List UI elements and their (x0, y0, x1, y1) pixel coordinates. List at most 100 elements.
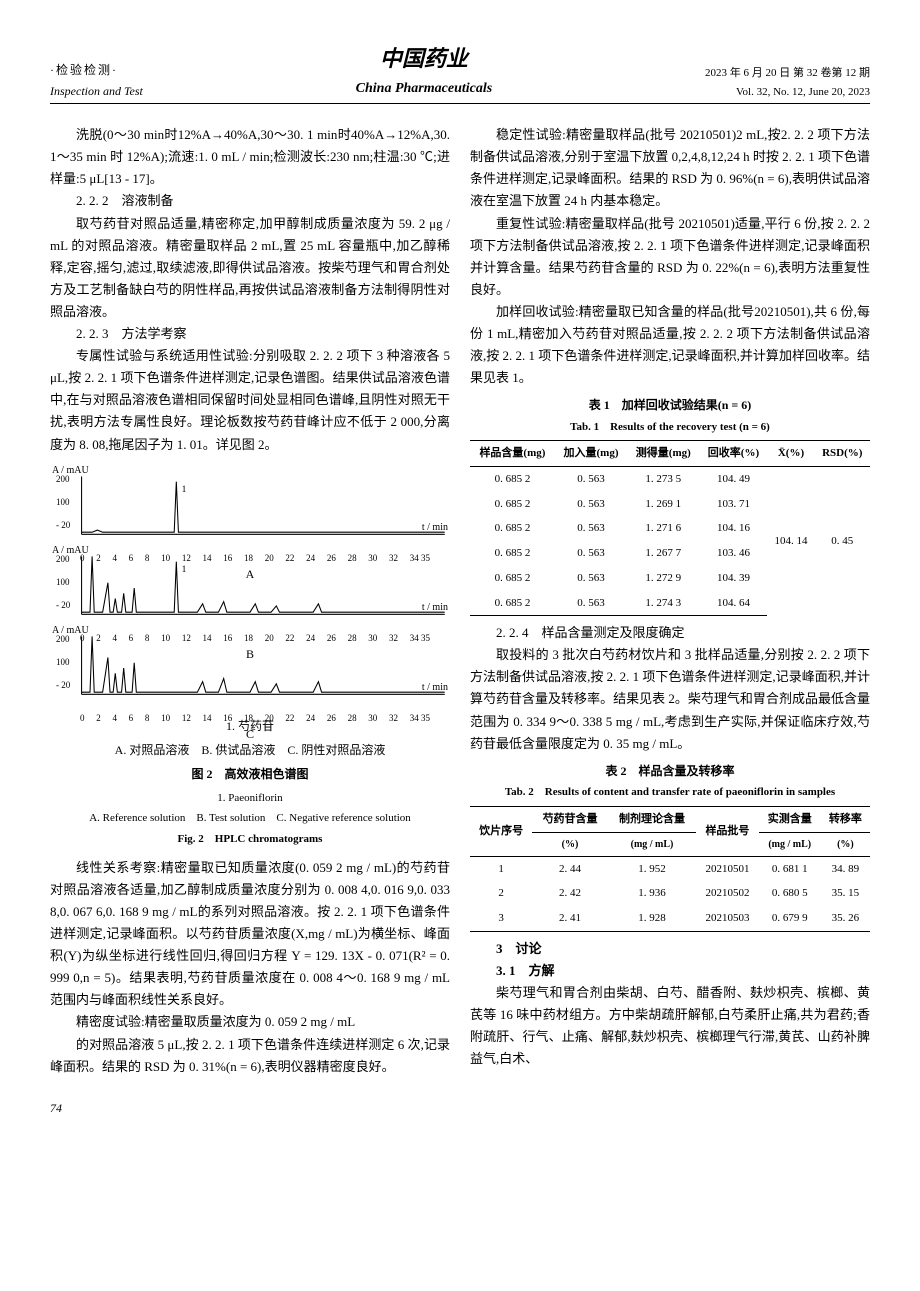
table-cell: 0. 685 2 (470, 516, 555, 541)
table-cell: 2. 44 (532, 856, 607, 881)
table-2: 表 2 样品含量及转移率 Tab. 2 Results of content a… (470, 761, 870, 932)
page-header: ·检验检测· Inspection and Test 中国药业 China Ph… (50, 40, 870, 104)
section-heading: 3 讨论 (470, 938, 870, 960)
table-cell: 0. 563 (555, 467, 627, 492)
table-cell: 104. 64 (699, 591, 767, 616)
paragraph: 重复性试验:精密量取样品(批号 20210501)适量,平行 6 份,按 2. … (470, 213, 870, 301)
panel-legend-en: A. Reference solution B. Test solution C… (50, 809, 450, 828)
table-cell: 20210502 (696, 881, 758, 906)
table-cell: 20210503 (696, 906, 758, 931)
table-1: 表 1 加样回收试验结果(n = 6) Tab. 1 Results of th… (470, 395, 870, 616)
table-row: 22. 421. 936202105020. 680 535. 15 (470, 881, 870, 906)
chrom-svg-b: 1 (50, 548, 450, 628)
table-cell: 2. 41 (532, 906, 607, 931)
table-row: 12. 441. 952202105010. 681 134. 89 (470, 856, 870, 881)
paragraph: 取投料的 3 批次白芍药材饮片和 3 批样品适量,分别按 2. 2. 2 项下方… (470, 644, 870, 754)
section-title: 2. 2. 3 方法学考察 (50, 323, 450, 345)
issue-date-en: Vol. 32, No. 12, June 20, 2023 (705, 83, 870, 102)
paragraph: 的对照品溶液 5 μL,按 2. 2. 1 项下色谱条件连续进样测定 6 次,记… (50, 1034, 450, 1078)
section-title: 2. 2. 4 样品含量测定及限度确定 (470, 622, 870, 644)
table-title-en: Tab. 1 Results of the recovery test (n =… (470, 418, 870, 437)
table-cell: 2. 42 (532, 881, 607, 906)
table-cell: 1. 274 3 (627, 591, 699, 616)
table-cell: 0. 685 2 (470, 566, 555, 591)
panel-label: C (50, 724, 450, 744)
table-cell: 2 (470, 881, 532, 906)
table-title-cn: 表 2 样品含量及转移率 (470, 761, 870, 781)
table-cell: 0. 45 (815, 467, 871, 616)
table-title-cn: 表 1 加样回收试验结果(n = 6) (470, 395, 870, 415)
paragraph: 柴芍理气和胃合剂由柴胡、白芍、醋香附、麸炒枳壳、槟榔、黄芪等 16 味中药材组方… (470, 982, 870, 1070)
section-heading: 3. 1 方解 (470, 960, 870, 982)
table-cell: 104. 49 (699, 467, 767, 492)
table-cell: 1. 273 5 (627, 467, 699, 492)
svg-text:1: 1 (182, 565, 187, 575)
table-cell: 104. 39 (699, 566, 767, 591)
col-header: 转移率 (821, 806, 870, 832)
table-title-en: Tab. 2 Results of content and transfer r… (470, 783, 870, 802)
table-cell: 103. 46 (699, 541, 767, 566)
table-cell: 35. 26 (821, 906, 870, 931)
col-header: 样品含量(mg) (470, 441, 555, 467)
y-ticks: 200 100 - 20 (56, 468, 70, 548)
table-cell: 34. 89 (821, 856, 870, 881)
header-center: 中国药业 China Pharmaceuticals (356, 40, 493, 101)
x-axis-label: t / min (422, 599, 448, 616)
table-cell: 0. 680 5 (759, 881, 821, 906)
table-cell: 1. 928 (608, 906, 697, 931)
table-cell: 103. 71 (699, 492, 767, 517)
col-header: 饮片序号 (470, 806, 532, 856)
svg-text:1: 1 (182, 485, 187, 495)
table-cell: 0. 563 (555, 591, 627, 616)
table-cell: 0. 685 2 (470, 591, 555, 616)
col-subheader: (mg / mL) (759, 832, 821, 856)
y-ticks: 200 100 - 20 (56, 548, 70, 628)
col-header: 制剂理论含量 (608, 806, 697, 832)
paragraph: 精密度试验:精密量取质量浓度为 0. 059 2 mg / mL (50, 1011, 450, 1033)
header-right: 2023 年 6 月 20 日 第 32 卷第 12 期 Vol. 32, No… (705, 64, 870, 101)
table-cell: 0. 563 (555, 516, 627, 541)
table-cell: 1. 272 9 (627, 566, 699, 591)
section-title: 2. 2. 2 溶液制备 (50, 190, 450, 212)
main-content: 洗脱(0～30 min时12%A→40%A,30～30. 1 min时40%A→… (50, 124, 870, 1078)
table-cell: 1. 936 (608, 881, 697, 906)
page-number: 74 (50, 1098, 870, 1118)
paragraph: 线性关系考察:精密量取已知质量浓度(0. 059 2 mg / mL)的芍药苷对… (50, 857, 450, 1012)
table-cell: 0. 685 2 (470, 541, 555, 566)
chrom-panel-a: A / mAU 200 100 - 20 1 t / min 024681012… (50, 468, 450, 548)
col-subheader: (%) (821, 832, 870, 856)
x-axis-label: t / min (422, 519, 448, 536)
table-cell: 1. 267 7 (627, 541, 699, 566)
table-cell: 1. 952 (608, 856, 697, 881)
content-table: 饮片序号 芍药苷含量 制剂理论含量 样品批号 实测含量 转移率 (%) (mg … (470, 806, 870, 932)
col-header: 回收率(%) (699, 441, 767, 467)
table-row: 32. 411. 928202105030. 679 935. 26 (470, 906, 870, 931)
table-cell: 1. 269 1 (627, 492, 699, 517)
table-cell: 104. 14 (767, 467, 814, 616)
journal-title-cn: 中国药业 (356, 40, 493, 77)
col-subheader: (%) (532, 832, 607, 856)
table-row: 0. 685 20. 5631. 273 5104. 49104. 140. 4… (470, 467, 870, 492)
chrom-panel-c: A / mAU 200 100 - 20 t / min 02468101214… (50, 628, 450, 708)
table-cell: 0. 679 9 (759, 906, 821, 931)
y-ticks: 200 100 - 20 (56, 628, 70, 708)
table-cell: 20210501 (696, 856, 758, 881)
paragraph: 专属性试验与系统适用性试验:分别吸取 2. 2. 2 项下 3 种溶液各 5 μ… (50, 345, 450, 455)
issue-date-cn: 2023 年 6 月 20 日 第 32 卷第 12 期 (705, 64, 870, 83)
col-header: 芍药苷含量 (532, 806, 607, 832)
chromatogram-container: A / mAU 200 100 - 20 1 t / min 024681012… (50, 464, 450, 712)
x-axis-label: t / min (422, 679, 448, 696)
paragraph: 取芍药苷对照品适量,精密称定,加甲醇制成质量浓度为 59. 2 μg / mL … (50, 213, 450, 323)
col-subheader: (mg / mL) (608, 832, 697, 856)
section-name-en: Inspection and Test (50, 81, 143, 101)
table-cell: 0. 681 1 (759, 856, 821, 881)
table-cell: 35. 15 (821, 881, 870, 906)
table-cell: 0. 685 2 (470, 467, 555, 492)
section-name-cn: ·检验检测· (50, 60, 143, 80)
table-cell: 0. 685 2 (470, 492, 555, 517)
col-header: RSD(%) (815, 441, 871, 467)
col-header: X̄(%) (767, 441, 814, 467)
figure-2: A / mAU 200 100 - 20 1 t / min 024681012… (50, 464, 450, 849)
col-header: 样品批号 (696, 806, 758, 856)
table-cell: 0. 563 (555, 541, 627, 566)
